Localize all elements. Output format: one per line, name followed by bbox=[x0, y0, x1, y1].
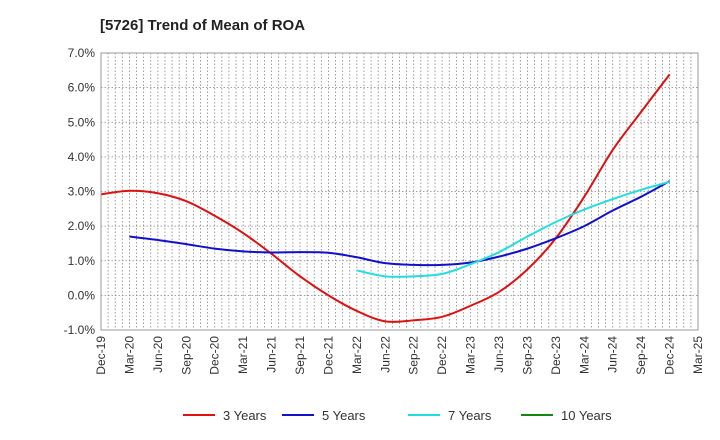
x-tick-label: Dec-21 bbox=[321, 336, 335, 375]
series-lines bbox=[100, 73, 671, 323]
legend-label-10-years: 10 Years bbox=[561, 408, 612, 423]
y-tick-label: 7.0% bbox=[68, 46, 96, 60]
x-axis-ticks: Dec-19 Mar-20 Jun-20 Sep-20 Dec-20 Mar-21 Jun-… bbox=[94, 336, 705, 375]
legend-label-3-years: 3 Years bbox=[223, 408, 267, 423]
x-tick-label: Sep-24 bbox=[634, 336, 648, 375]
y-tick-label: 1.0% bbox=[68, 254, 96, 268]
y-tick-label: 4.0% bbox=[68, 150, 96, 164]
x-tick-label: Jun-23 bbox=[492, 336, 506, 373]
x-tick-label: Mar-20 bbox=[122, 336, 136, 374]
x-tick-label: Mar-22 bbox=[350, 336, 364, 374]
legend: 3 Years 5 Years 7 Years 10 Years bbox=[183, 408, 612, 423]
x-tick-label: Jun-21 bbox=[265, 336, 279, 373]
y-tick-label: 3.0% bbox=[68, 185, 96, 199]
legend-label-5-years: 5 Years bbox=[322, 408, 366, 423]
x-tick-label: Mar-25 bbox=[691, 336, 705, 374]
x-tick-label: Sep-20 bbox=[179, 336, 193, 375]
grid bbox=[101, 52, 698, 331]
y-tick-label: 2.0% bbox=[68, 219, 96, 233]
x-tick-label: Dec-23 bbox=[549, 336, 563, 375]
series-line-7-years bbox=[356, 180, 670, 278]
y-tick-label: 6.0% bbox=[68, 81, 96, 95]
chart-title: [5726] Trend of Mean of ROA bbox=[100, 17, 305, 34]
x-tick-label: Jun-20 bbox=[151, 336, 165, 373]
x-tick-label: Sep-22 bbox=[407, 336, 421, 375]
x-tick-label: Jun-24 bbox=[606, 336, 620, 373]
plot-frame bbox=[100, 52, 699, 331]
y-tick-label: -1.0% bbox=[64, 323, 96, 337]
y-axis-ticks: -1.0% 0.0% 1.0% 2.0% 3.0% 4.0% 5.0% 6.0% 7.0% bbox=[64, 46, 96, 337]
y-tick-label: 0.0% bbox=[68, 288, 96, 302]
x-tick-label: Mar-21 bbox=[236, 336, 250, 374]
x-tick-label: Jun-22 bbox=[378, 336, 392, 373]
x-tick-label: Mar-23 bbox=[464, 336, 478, 374]
x-tick-label: Dec-19 bbox=[94, 336, 108, 375]
series-line-3-years bbox=[100, 73, 671, 323]
x-tick-label: Dec-20 bbox=[208, 336, 222, 375]
x-tick-label: Sep-21 bbox=[293, 336, 307, 375]
x-tick-label: Dec-22 bbox=[435, 336, 449, 375]
x-tick-label: Dec-24 bbox=[663, 336, 677, 375]
legend-label-7-years: 7 Years bbox=[448, 408, 492, 423]
y-tick-label: 5.0% bbox=[68, 115, 96, 129]
series-line-5-years bbox=[129, 180, 671, 267]
x-tick-label: Sep-23 bbox=[520, 336, 534, 375]
x-tick-label: Mar-24 bbox=[577, 336, 591, 374]
